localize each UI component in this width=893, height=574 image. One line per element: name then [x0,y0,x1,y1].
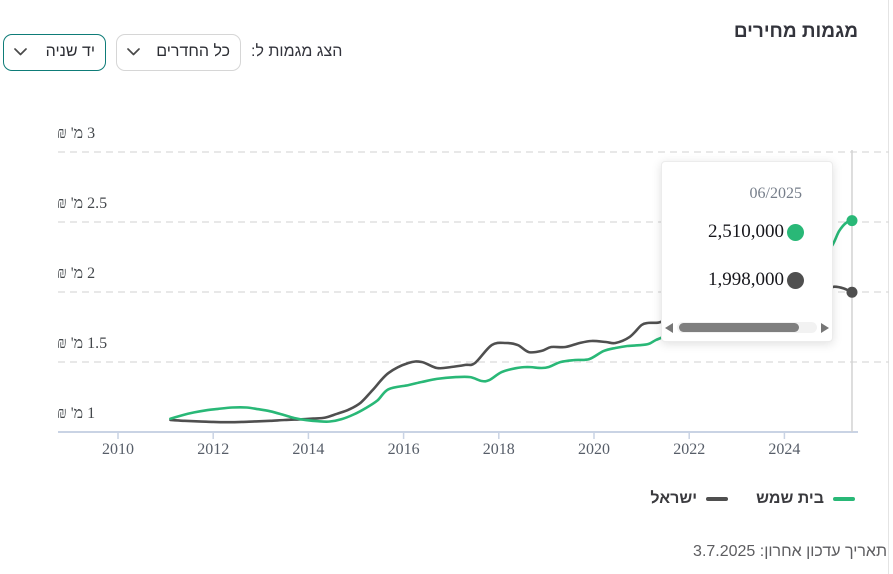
hover-dot [846,215,858,227]
chart-tooltip: 06/2025 2,510,000 1,998,000 [661,161,833,342]
tooltip-scrollbar[interactable] [665,320,829,335]
x-axis-label: 2024 [768,441,801,458]
tooltip-value-row: 1,998,000 [708,267,804,293]
tooltip-value: 2,510,000 [708,221,784,242]
tooltip-value-row: 2,510,000 [708,219,804,245]
x-axis-label: 2018 [482,441,515,458]
x-axis-label: 2022 [673,441,706,458]
page-edge-divider [888,0,889,574]
tooltip-series-dot-israel [787,271,804,289]
hover-dot [846,286,858,298]
condition-filter-dropdown[interactable]: יד שניה [3,33,106,71]
scroll-right-arrow-icon[interactable] [821,322,829,333]
chart-legend: בית שמש ישראל [650,490,855,508]
legend-label: ישראל [650,490,698,507]
y-axis-label: 2.5 מ' ₪ [57,195,108,212]
x-axis-label: 2014 [292,441,325,458]
scrollbar-thumb[interactable] [679,323,800,332]
condition-filter-value: יד שניה [45,43,95,60]
scroll-left-arrow-icon[interactable] [665,322,673,333]
tooltip-value: 1,998,000 [708,269,784,290]
legend-swatch [706,497,729,501]
chevron-down-icon [14,48,27,56]
y-axis-label: 1 מ' ₪ [57,405,96,422]
legend-label: בית שמש [756,490,824,507]
tooltip-date: 06/2025 [749,185,802,202]
rooms-filter-dropdown[interactable]: כל החדרים [116,33,241,71]
scrollbar-track[interactable] [677,322,817,333]
y-axis-label: 3 מ' ₪ [57,125,96,142]
chevron-down-icon [127,48,140,56]
x-axis-label: 2020 [578,441,610,458]
page-title: מגמות מחירים [733,21,858,42]
x-axis-label: 2010 [102,441,134,458]
y-axis-label: 1.5 מ' ₪ [57,335,108,352]
show-trends-label: הצג מגמות ל: [251,43,343,60]
legend-item[interactable]: ישראל [650,490,729,508]
x-axis-label: 2012 [197,441,230,458]
trend-filters: הצג מגמות ל: כל החדרים יד שניה [3,33,342,71]
tooltip-series-dot-beit-shemesh [787,223,804,241]
y-axis-label: 2 מ' ₪ [57,265,96,282]
legend-item[interactable]: בית שמש [756,490,855,508]
legend-swatch [833,497,855,501]
rooms-filter-value: כל החדרים [156,43,230,60]
x-axis-label: 2016 [387,441,420,458]
last-update-text: תאריך עדכון אחרון: 3.7.2025 [693,543,887,560]
